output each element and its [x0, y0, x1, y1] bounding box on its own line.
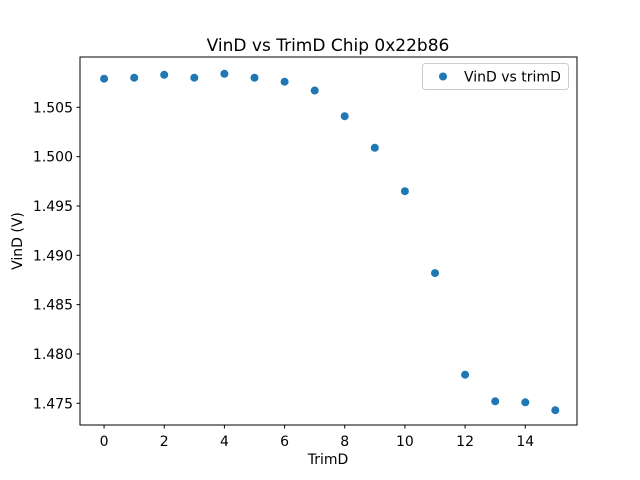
data-point	[370, 143, 379, 152]
data-point	[130, 73, 139, 82]
x-tick-label: 4	[220, 434, 229, 450]
x-tick-label: 0	[100, 434, 109, 450]
chart-title: VinD vs TrimD Chip 0x22b86	[207, 36, 450, 56]
data-point	[310, 86, 319, 95]
data-point	[190, 73, 199, 82]
y-tick-label: 1.490	[33, 248, 73, 264]
data-point	[250, 73, 259, 82]
y-tick-label: 1.485	[33, 298, 73, 314]
data-point	[340, 112, 349, 121]
legend-label: VinD vs trimD	[464, 70, 561, 86]
data-point	[280, 77, 289, 86]
data-point	[461, 370, 470, 379]
x-axis-label: TrimD	[307, 452, 349, 468]
x-tick-label: 8	[340, 434, 349, 450]
y-tick-label: 1.505	[33, 100, 73, 116]
x-tick-label: 2	[160, 434, 169, 450]
y-tick-label: 1.495	[33, 199, 73, 215]
x-tick-label: 10	[396, 434, 414, 450]
x-axis-ticks: 0 2 4 6 8 10 12 14	[100, 425, 534, 450]
data-point	[400, 187, 409, 196]
y-axis-ticks: 1.475 1.480 1.485 1.490 1.495 1.500 1.505	[33, 100, 80, 412]
y-tick-label: 1.475	[33, 396, 73, 412]
x-tick-label: 14	[516, 434, 534, 450]
data-point	[160, 70, 169, 79]
data-point	[491, 397, 500, 406]
y-tick-label: 1.480	[33, 347, 73, 363]
x-tick-label: 6	[280, 434, 289, 450]
data-point	[100, 74, 109, 83]
scatter-points	[100, 69, 560, 415]
data-point	[220, 69, 229, 78]
plot-area	[79, 56, 578, 426]
legend-marker-icon	[439, 72, 447, 81]
data-point	[431, 269, 439, 278]
data-point	[521, 398, 530, 407]
legend: VinD vs trimD	[422, 63, 569, 90]
legend-box	[422, 63, 569, 90]
y-axis-label: VinD (V)	[10, 212, 26, 270]
y-tick-label: 1.500	[33, 150, 73, 166]
x-tick-label: 12	[456, 434, 474, 450]
data-point	[551, 406, 560, 415]
